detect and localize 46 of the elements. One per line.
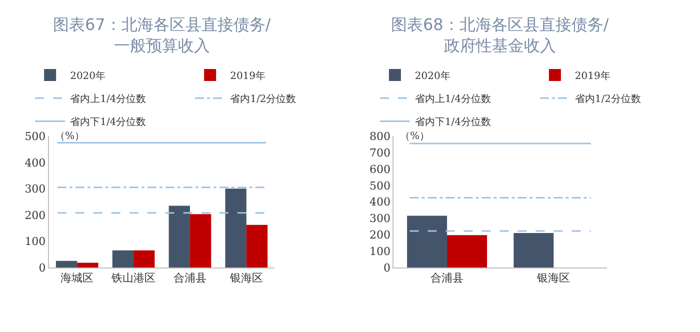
y-tick-label: 800 — [370, 130, 391, 143]
y-tick-label: 100 — [370, 244, 391, 258]
legend-label: 2019年 — [230, 70, 266, 82]
legend-label: 2020年 — [414, 70, 450, 82]
y-tick-label: 0 — [38, 261, 46, 274]
bar — [112, 250, 134, 268]
legend-label: 省内1/2分位数 — [230, 93, 296, 106]
y-tick-label: 700 — [370, 146, 391, 160]
y-tick-label: 100 — [24, 235, 46, 248]
y-tick-label: 500 — [370, 179, 391, 192]
legend-label: 省内1/2分位数 — [574, 93, 642, 106]
bar — [225, 188, 246, 268]
bar — [447, 235, 488, 268]
chart-title: 图表67：北海各区县直接债务/ 一般预算收入 — [53, 15, 272, 55]
y-tick-label: 300 — [24, 182, 46, 196]
chart-title: 图表68：北海各区县直接债务/ 政府性基金收入 — [391, 15, 610, 55]
legend-label: 省内上1/4分位数 — [70, 93, 146, 106]
bar — [514, 232, 554, 268]
x-tick-label: 铁山港区 — [110, 272, 156, 285]
legend-label: 2019年 — [574, 70, 610, 82]
bar — [168, 206, 190, 268]
x-tick-label: 合浦县 — [173, 272, 206, 285]
y-tick-label: 400 — [370, 196, 391, 209]
x-tick-label: 海城区 — [60, 272, 94, 285]
y-tick-label: 400 — [24, 156, 46, 170]
bar — [56, 260, 78, 268]
x-tick-label: 银海区 — [228, 272, 263, 285]
y-axis-title: （%） — [400, 131, 430, 142]
y-tick-label: 500 — [24, 130, 46, 143]
y-tick-label: 300 — [370, 212, 391, 226]
bar — [407, 216, 448, 268]
x-tick-label: 合浦县 — [430, 272, 464, 285]
bar — [246, 224, 268, 268]
legend-label: 省内上1/4分位数 — [414, 93, 492, 106]
legend-label: 2020年 — [70, 70, 106, 82]
y-tick-label: 200 — [24, 208, 46, 222]
bar — [190, 214, 212, 268]
y-tick-label: 200 — [370, 228, 391, 242]
bar — [77, 262, 98, 268]
legend-label: 省内下1/4分位数 — [414, 116, 492, 128]
y-tick-label: 0 — [384, 261, 391, 274]
x-tick-label: 银海区 — [536, 272, 570, 285]
y-tick-label: 600 — [370, 162, 391, 176]
bar — [134, 250, 155, 268]
y-axis-title: （%） — [55, 131, 85, 142]
legend-label: 省内下1/4分位数 — [70, 116, 146, 128]
